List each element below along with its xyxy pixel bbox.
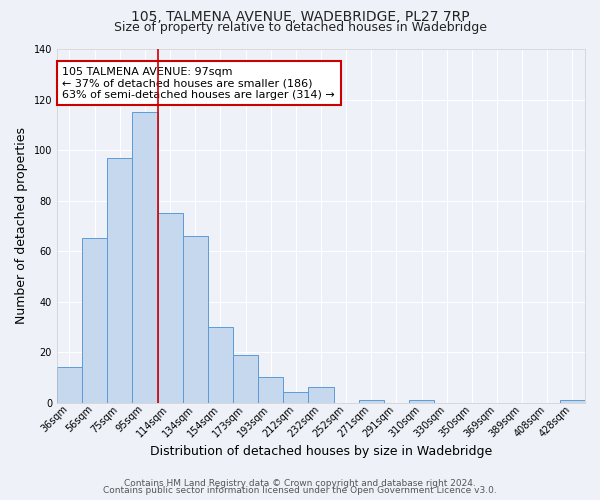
Bar	[107, 158, 133, 402]
Bar	[359, 400, 384, 402]
Bar	[82, 238, 107, 402]
Text: 105, TALMENA AVENUE, WADEBRIDGE, PL27 7RP: 105, TALMENA AVENUE, WADEBRIDGE, PL27 7R…	[131, 10, 469, 24]
Bar	[182, 236, 208, 402]
Text: Contains HM Land Registry data © Crown copyright and database right 2024.: Contains HM Land Registry data © Crown c…	[124, 478, 476, 488]
Bar	[283, 392, 308, 402]
Bar	[233, 354, 258, 403]
Bar	[208, 327, 233, 402]
Bar	[560, 400, 585, 402]
Bar	[409, 400, 434, 402]
Bar	[158, 213, 182, 402]
Bar	[308, 388, 334, 402]
Bar	[133, 112, 158, 403]
Text: 105 TALMENA AVENUE: 97sqm
← 37% of detached houses are smaller (186)
63% of semi: 105 TALMENA AVENUE: 97sqm ← 37% of detac…	[62, 66, 335, 100]
X-axis label: Distribution of detached houses by size in Wadebridge: Distribution of detached houses by size …	[150, 444, 492, 458]
Y-axis label: Number of detached properties: Number of detached properties	[15, 128, 28, 324]
Bar	[258, 378, 283, 402]
Text: Size of property relative to detached houses in Wadebridge: Size of property relative to detached ho…	[113, 21, 487, 34]
Text: Contains public sector information licensed under the Open Government Licence v3: Contains public sector information licen…	[103, 486, 497, 495]
Bar	[57, 367, 82, 402]
